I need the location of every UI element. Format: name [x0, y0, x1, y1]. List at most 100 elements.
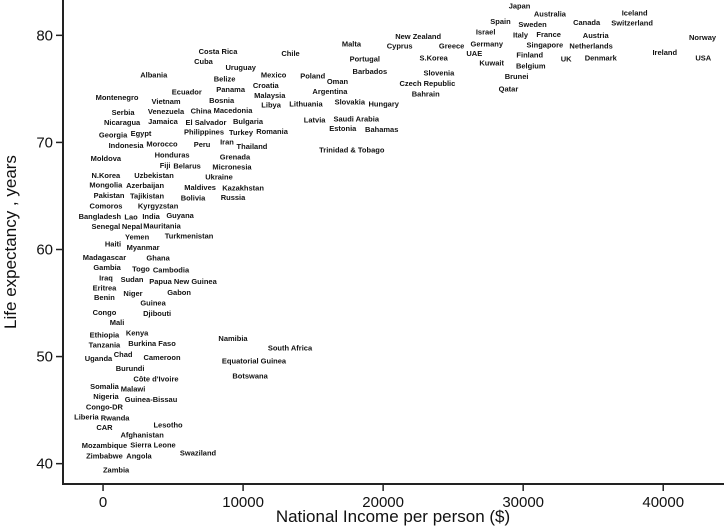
point-label: Senegal [91, 222, 120, 231]
point-label: Myanmar [127, 243, 160, 252]
x-tick-label: 40000 [642, 494, 684, 511]
point-label: Azerbaijan [126, 181, 164, 190]
point-label: Argentina [312, 87, 348, 96]
point-label: UK [561, 54, 572, 63]
point-label: Pakistan [94, 191, 125, 200]
point-label: Qatar [499, 84, 519, 93]
point-label: New Zealand [395, 32, 441, 41]
point-label: Moldova [91, 154, 122, 163]
point-label: Benin [94, 293, 115, 302]
point-label: Norway [689, 33, 717, 42]
point-label: Ireland [652, 48, 677, 57]
point-label: Botswana [232, 371, 268, 380]
point-label: Brunei [505, 72, 529, 81]
point-label: S.Korea [420, 53, 449, 62]
point-label: Poland [300, 72, 325, 81]
point-label: Vietnam [152, 97, 181, 106]
point-label: Jamaica [148, 117, 178, 126]
x-tick-label: 10000 [222, 494, 264, 511]
point-label: Panama [216, 85, 246, 94]
point-label: Bahrain [412, 90, 440, 99]
point-label: Slovakia [335, 97, 366, 106]
point-label: Bosnia [209, 96, 235, 105]
point-label: Israel [476, 28, 496, 37]
point-label: Mexico [261, 70, 287, 79]
point-label: Bolivia [181, 194, 206, 203]
point-label: Russia [221, 193, 246, 202]
point-label: Turkey [229, 128, 254, 137]
point-label: Tajikistan [130, 191, 164, 200]
point-label: Serbia [112, 108, 136, 117]
point-label: Malta [342, 39, 362, 48]
point-label: Papua New Guinea [149, 277, 217, 286]
y-tick-label: 60 [36, 241, 53, 258]
point-label: Portugal [350, 54, 380, 63]
point-label: Italy [513, 31, 529, 40]
point-label: Netherlands [569, 41, 612, 50]
point-label: Grenada [220, 153, 251, 162]
point-label: Chad [114, 350, 133, 359]
point-label: Tanzania [89, 340, 121, 349]
point-label: Switzerland [611, 18, 653, 27]
point-label: Philippines [184, 128, 224, 137]
point-label: Thailand [237, 142, 268, 151]
point-label: Kuwait [479, 59, 504, 68]
point-label: Eritrea [93, 283, 118, 292]
point-label: Ecuador [172, 88, 202, 97]
point-label: Micronesia [212, 162, 252, 171]
point-label: Mali [110, 318, 125, 327]
point-label: Yemen [125, 232, 150, 241]
point-label: Kyrgyzstan [138, 202, 179, 211]
point-label: France [536, 30, 561, 39]
point-label: Nepal [122, 222, 142, 231]
point-label: Liberia [74, 412, 99, 421]
point-label: Sudan [121, 275, 144, 284]
point-label: India [142, 212, 160, 221]
x-tick-label: 0 [99, 494, 107, 511]
point-label: Denmark [585, 53, 618, 62]
point-label: Saudi Arabia [333, 114, 379, 123]
point-label: Kenya [126, 329, 149, 338]
x-axis-title: National Income per person ($) [276, 507, 510, 526]
point-label: Burundi [116, 364, 145, 373]
point-label: El Salvador [186, 118, 227, 127]
point-label: Austria [583, 31, 610, 40]
point-label: Malaysia [254, 91, 286, 100]
point-label: Indonesia [109, 141, 145, 150]
point-label: Iceland [622, 8, 648, 17]
y-tick-label: 40 [36, 456, 53, 473]
point-label: Singapore [527, 40, 564, 49]
point-label: Rwanda [101, 413, 131, 422]
point-label: Slovenia [423, 68, 455, 77]
y-tick-label: 50 [36, 349, 53, 366]
point-label: Romania [256, 127, 289, 136]
point-label: Albania [140, 70, 168, 79]
point-label: Mauritania [143, 222, 181, 231]
point-label: Ghana [146, 254, 170, 263]
point-label: Haiti [105, 240, 121, 249]
point-label: Sweden [518, 20, 547, 29]
point-label: Latvia [304, 115, 327, 124]
point-label: Macedonia [214, 106, 254, 115]
point-label: Nigeria [93, 392, 119, 401]
point-label: Belarus [173, 161, 201, 170]
point-label: Togo [132, 264, 150, 273]
point-label: Zambia [103, 466, 130, 475]
point-label: Croatia [253, 81, 280, 90]
point-label: Libya [261, 100, 281, 109]
point-label: CAR [96, 423, 113, 432]
point-label: Uzbekistan [134, 171, 174, 180]
point-label: Barbados [353, 67, 388, 76]
point-label: Oman [327, 77, 349, 86]
point-label: Gambia [93, 263, 121, 272]
point-label: Guinea-Bissau [125, 395, 178, 404]
point-label: Comoros [90, 202, 123, 211]
point-label: Ukraine [205, 173, 233, 182]
y-tick-label: 70 [36, 134, 53, 151]
point-label: Mozambique [82, 441, 127, 450]
point-label: Egypt [131, 129, 152, 138]
point-label: Afghanistan [120, 430, 164, 439]
point-label: Djibouti [143, 309, 171, 318]
